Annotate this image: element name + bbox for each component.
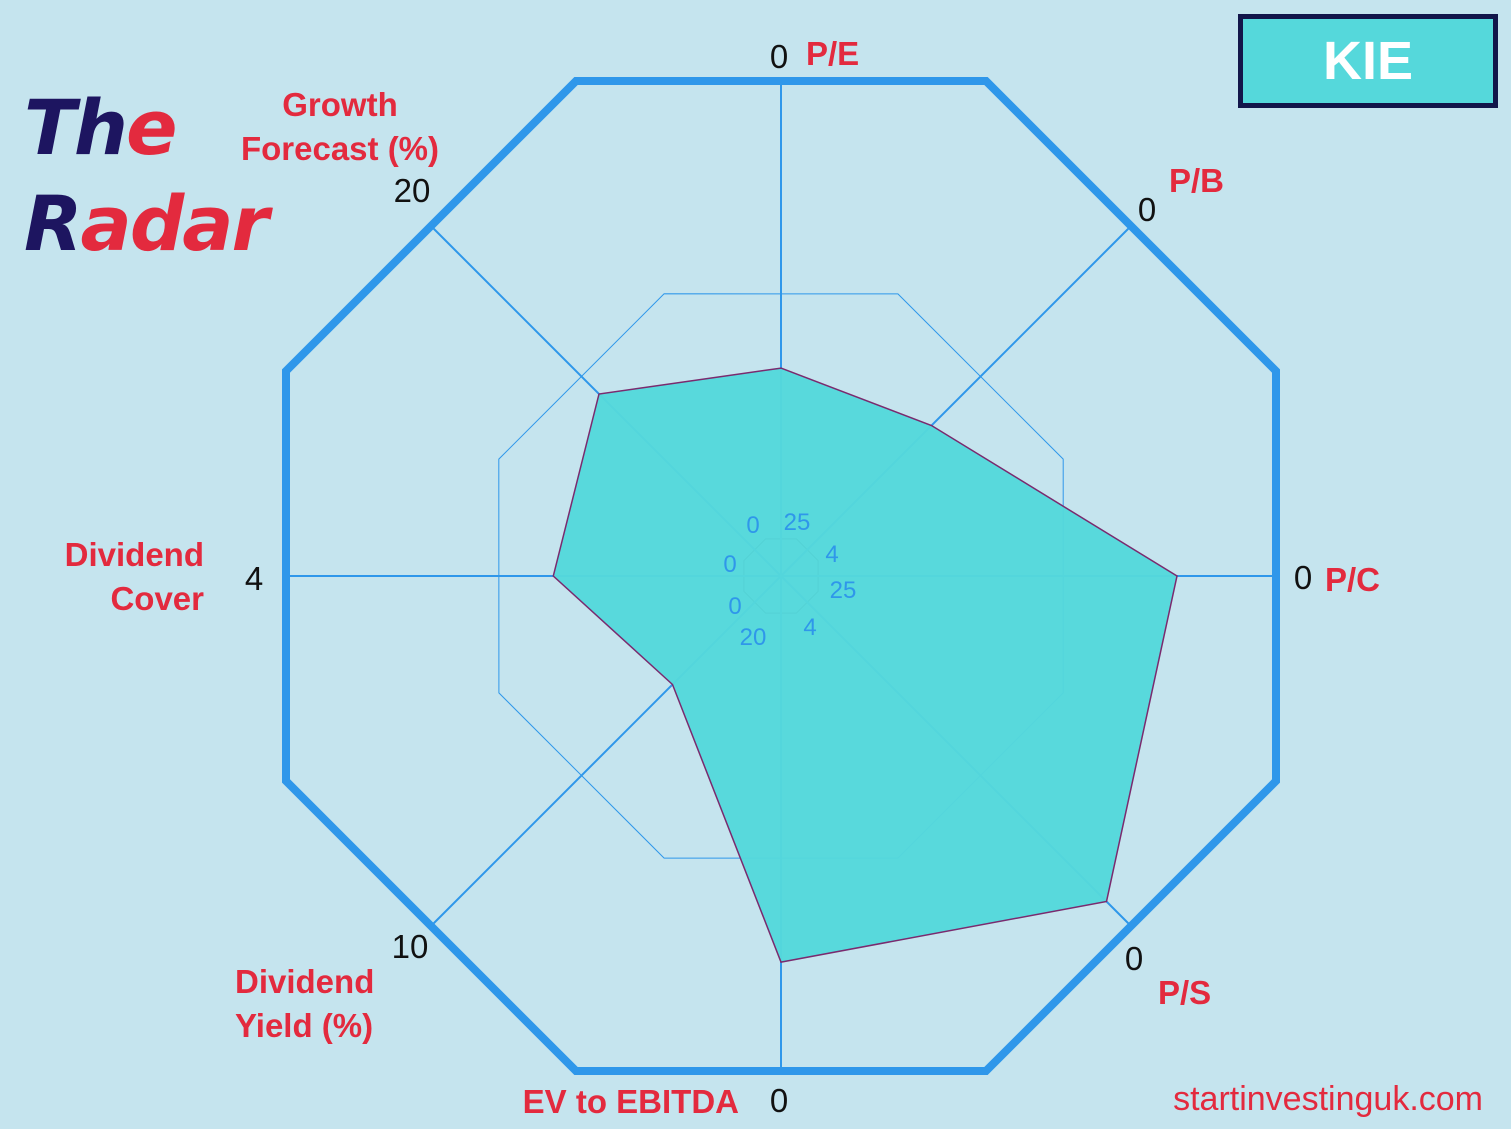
title-part: R: [24, 179, 83, 268]
radar-inner-tick-label: 4: [803, 614, 816, 641]
radar-outer-tick-label: 0: [1125, 940, 1143, 977]
radar-axis-label: P/S: [1158, 974, 1211, 1011]
radar-axis-label: Dividend: [65, 536, 204, 573]
radar-outer-tick-label: 0: [1138, 191, 1156, 228]
radar-axis-label: Forecast (%): [241, 130, 439, 167]
title-part: e: [125, 83, 178, 172]
title-line-1: The: [24, 80, 267, 176]
radar-inner-tick-label: 25: [784, 509, 811, 536]
radar-axis-label: P/B: [1169, 162, 1224, 199]
ticker-badge: KIE: [1238, 14, 1498, 108]
title-part: Th: [24, 83, 128, 172]
title-line-2: Radar: [24, 176, 269, 272]
radar-series-polygon: [552, 367, 1178, 963]
page-title: The Radar: [24, 80, 269, 272]
radar-outer-ring: [282, 77, 1280, 1075]
radar-axis-label: Yield (%): [235, 1007, 373, 1044]
radar-inner-tick-label: 0: [723, 551, 736, 578]
radar-axis-label: Growth: [282, 86, 397, 123]
website-label: startinvestinguk.com: [1173, 1080, 1483, 1118]
radar-outer-tick-label: 0: [770, 38, 788, 75]
radar-axis-label: Dividend: [235, 963, 374, 1000]
radar-inner-tick-label: 25: [830, 577, 857, 604]
radar-axis-label: EV to EBITDA: [523, 1083, 739, 1120]
radar-outer-tick-label: 0: [1294, 559, 1312, 596]
radar-axis-label: P/C: [1325, 561, 1380, 598]
radar-inner-tick-label: 20: [740, 624, 767, 651]
radar-inner-tick-label: 0: [728, 593, 741, 620]
radar-axis-label: Cover: [110, 580, 204, 617]
radar-axis-labels: P/E P/B P/C P/S EV to EBITDA Dividend Yield (%…: [65, 35, 1380, 1120]
ticker-label: KIE: [1322, 31, 1414, 91]
radar-axis-label: P/E: [806, 35, 859, 72]
radar-inner-tick-label: 0: [746, 512, 759, 539]
radar-inner-tick-label: 4: [825, 541, 838, 568]
radar-outer-tick-label: 0: [770, 1082, 788, 1119]
radar-outer-tick-label: 20: [394, 172, 431, 209]
radar-outer-tick-label: 10: [392, 928, 429, 965]
radar-outer-tick-label: 4: [245, 560, 263, 597]
radar-series: [552, 367, 1178, 963]
title-part: adar: [80, 179, 269, 268]
